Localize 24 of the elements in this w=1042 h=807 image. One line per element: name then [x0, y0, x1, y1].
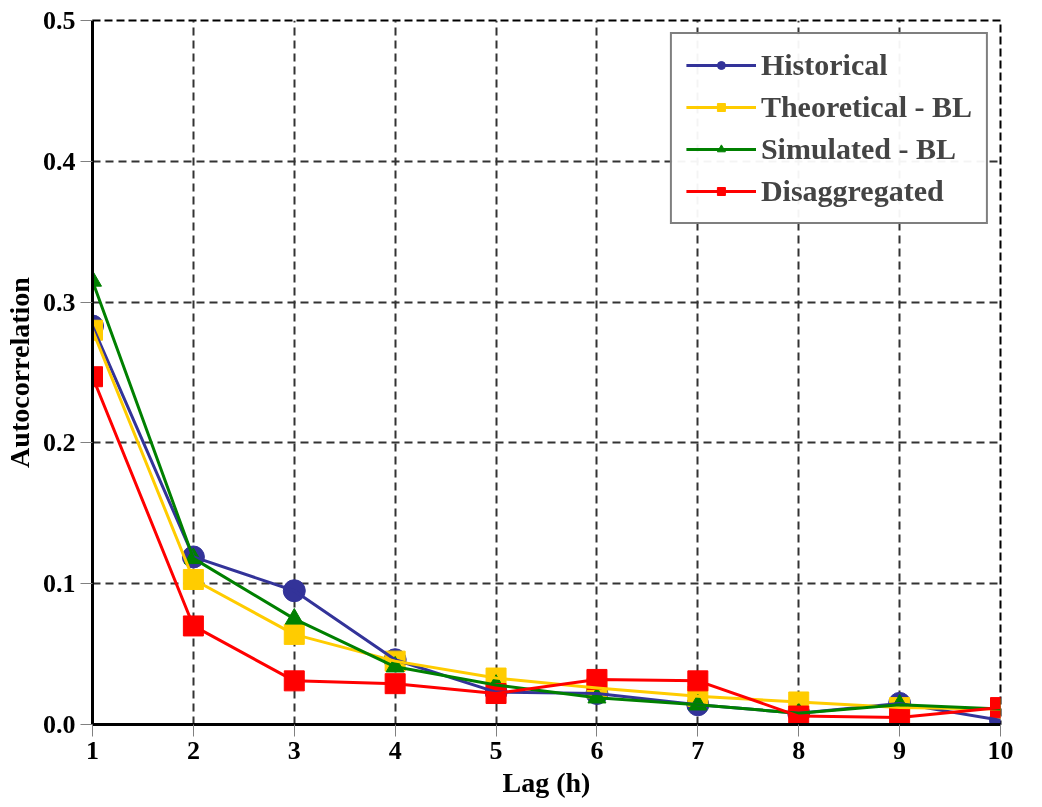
- legend-label: Historical: [760, 48, 888, 82]
- x-tick-label: 6: [590, 735, 604, 765]
- x-tick-label: 3: [287, 735, 301, 765]
- legend-label: Simulated - BL: [760, 132, 956, 166]
- y-tick-label: 0.1: [43, 569, 76, 599]
- y-tick-label: 0.0: [43, 710, 76, 739]
- legend-label: Theoretical - BL: [760, 90, 972, 124]
- y-tick-label: 0.4: [43, 146, 76, 176]
- x-tick-label: 2: [186, 735, 200, 765]
- y-axis-title: Autocorrelation: [4, 276, 35, 468]
- x-axis-title: Lag (h): [502, 766, 591, 798]
- point: [687, 670, 709, 692]
- x-tick-label: 10: [987, 735, 1014, 765]
- x-tick-label: 5: [489, 735, 503, 765]
- y-tick-label: 0.3: [43, 287, 76, 317]
- y-tick-label: 0.2: [43, 428, 76, 458]
- x-tick-label: 4: [388, 735, 402, 765]
- y-tick-label: 0.5: [43, 6, 76, 35]
- x-tick-label: 1: [86, 735, 99, 765]
- legend-label: Disaggregated: [760, 174, 944, 208]
- x-tick-label: 8: [792, 735, 806, 765]
- x-tick-label: 9: [893, 735, 907, 765]
- x-tick-label: 7: [691, 735, 705, 765]
- point: [283, 670, 305, 692]
